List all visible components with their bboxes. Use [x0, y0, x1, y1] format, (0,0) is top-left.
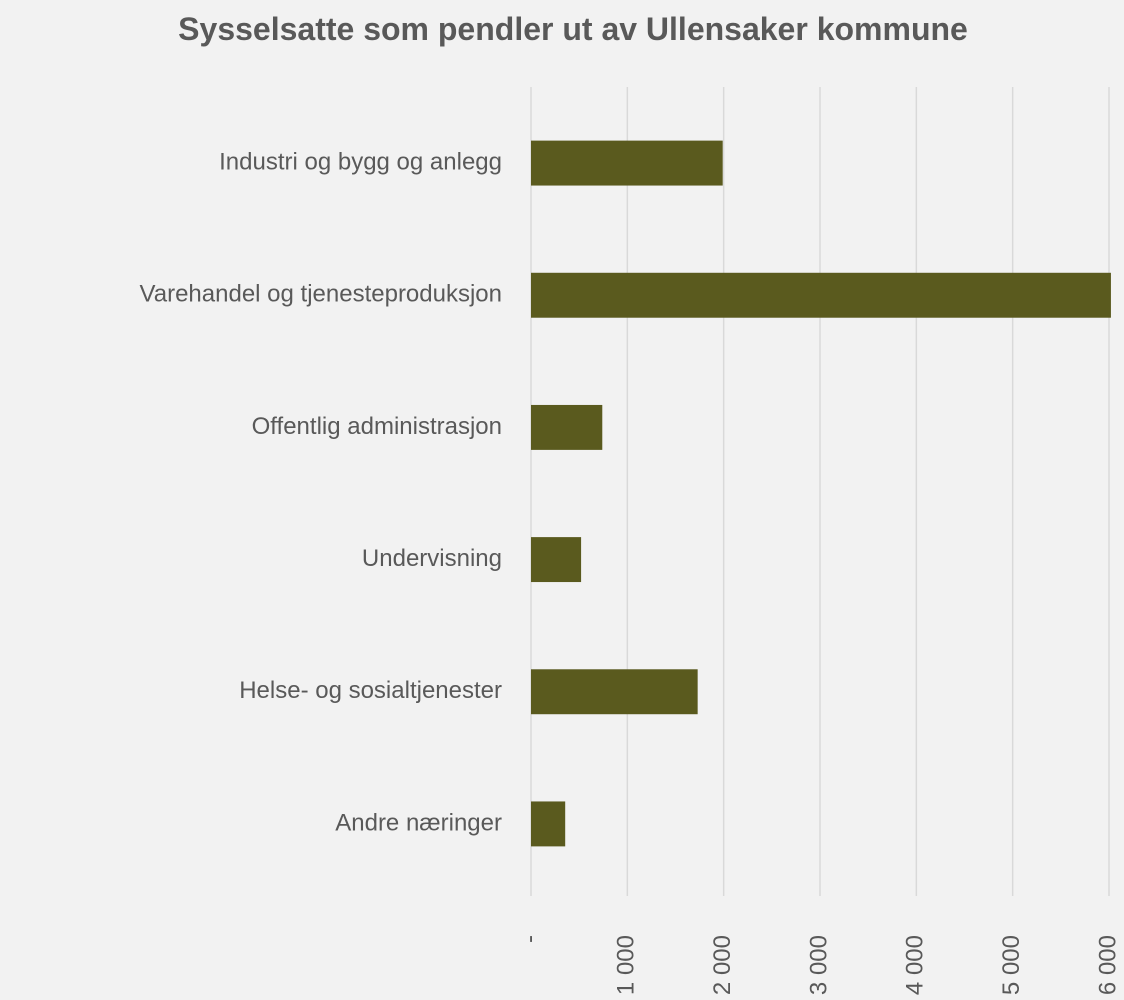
- x-tick-label: 5 000: [998, 935, 1025, 995]
- x-tick-label: 1 000: [613, 935, 640, 995]
- y-tick-label: Industri og bygg og anlegg: [219, 148, 502, 175]
- y-tick-label: Andre næringer: [335, 809, 502, 836]
- bar: [531, 537, 582, 583]
- x-tick-label: -: [516, 935, 543, 943]
- x-tick-label: 6 000: [1094, 935, 1121, 995]
- bar: [531, 140, 723, 186]
- x-tick-label: 2 000: [709, 935, 736, 995]
- y-tick-label: Helse- og sosialtjenester: [239, 677, 502, 704]
- bar: [531, 272, 1111, 318]
- x-tick-label: 3 000: [805, 935, 832, 995]
- bar: [531, 404, 603, 450]
- bar: [531, 801, 566, 847]
- bar: [531, 669, 698, 715]
- chart-title: Sysselsatte som pendler ut av Ullensaker…: [178, 11, 968, 47]
- y-tick-label: Offentlig administrasjon: [252, 413, 502, 440]
- x-tick-label: 4 000: [902, 935, 929, 995]
- y-tick-label: Varehandel og tjenesteproduksjon: [140, 281, 502, 308]
- y-tick-label: Undervisning: [362, 545, 502, 572]
